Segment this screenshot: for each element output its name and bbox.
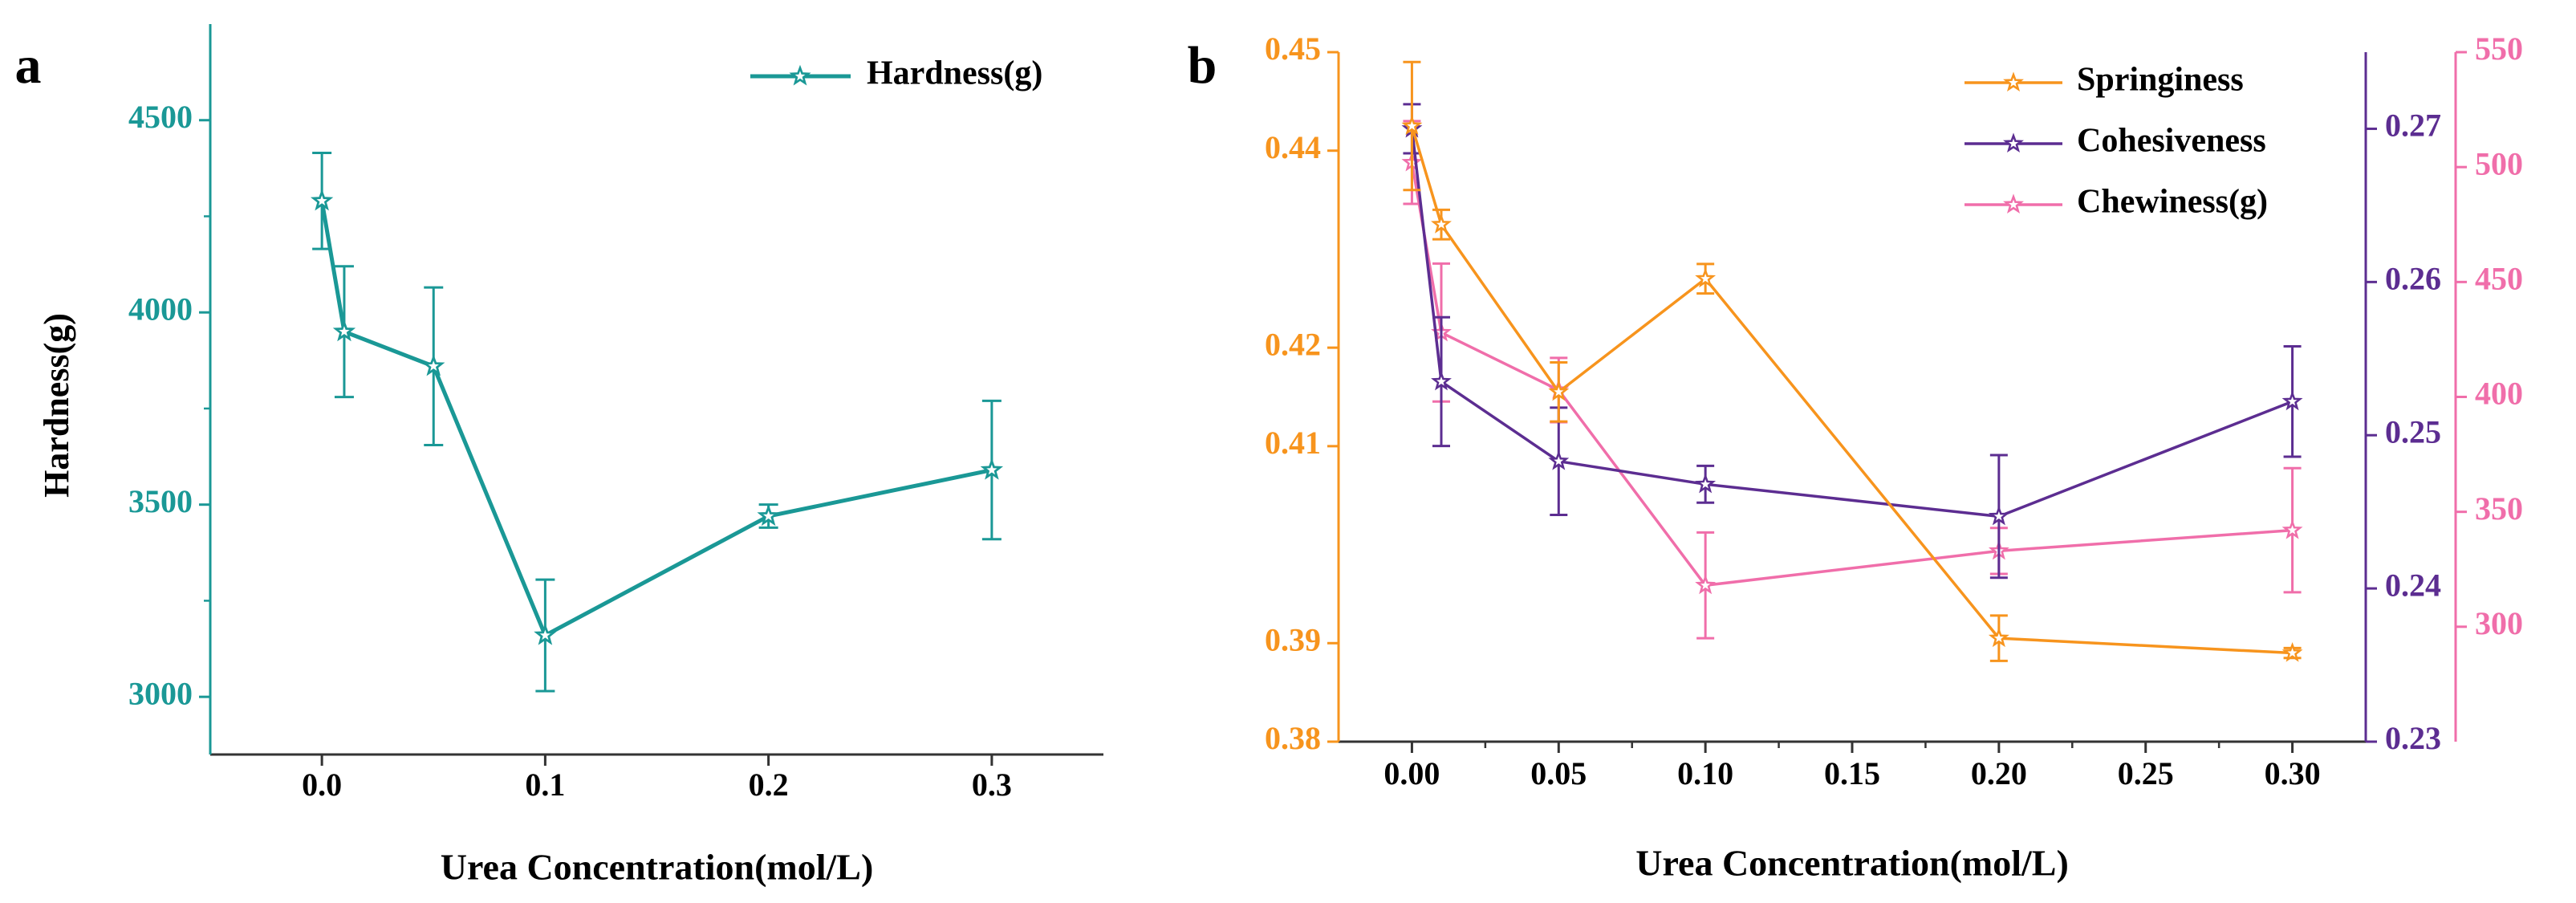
x-tick-label: 0.00 xyxy=(1383,755,1440,791)
x-tick-label: 0.10 xyxy=(1677,755,1733,791)
legend-label-cohesiveness: Cohesiveness xyxy=(2077,123,2266,160)
y-tick-label: 3500 xyxy=(128,483,193,519)
springiness-point xyxy=(1432,215,1450,233)
hardness-point xyxy=(535,625,555,644)
y-right1-tick-label: 0.23 xyxy=(2385,720,2441,756)
cohesiveness-point xyxy=(1990,507,2008,524)
y-left-tick-label: 0.42 xyxy=(1265,326,1321,362)
cohesiveness-point xyxy=(2283,392,2302,409)
x-axis-label: Urea Concentration(mol/L) xyxy=(1635,843,2069,884)
x-tick-label: 0.15 xyxy=(1824,755,1880,791)
legend-marker-chewiness xyxy=(2005,195,2022,213)
cohesiveness-line xyxy=(1410,128,2294,519)
y-left-tick-label: 0.39 xyxy=(1265,621,1321,657)
x-tick-label: 0.20 xyxy=(1971,755,2027,791)
hardness-point xyxy=(424,356,444,375)
y-axis-label: Hardness(g) xyxy=(37,313,76,498)
legend-marker-hardness xyxy=(790,67,810,84)
chewiness-point xyxy=(2283,521,2302,538)
y-left-tick-label: 0.44 xyxy=(1265,129,1321,165)
x-tick-label: 0.2 xyxy=(749,767,789,803)
y-tick-label: 4500 xyxy=(128,99,193,135)
y-right2-tick-label: 400 xyxy=(2475,376,2523,412)
x-tick-label: 0.05 xyxy=(1530,755,1587,791)
panel-label-b: b xyxy=(1188,36,1217,95)
y-right2-tick-label: 550 xyxy=(2475,31,2523,67)
y-right2-tick-label: 500 xyxy=(2475,145,2523,181)
y-left-tick-label: 0.38 xyxy=(1265,720,1321,756)
springiness-line xyxy=(1410,125,2293,655)
panel-b: b 0.00 0.05 0.10 0.15 0.20 0.25 0.30 Urea Concen… xyxy=(1188,31,2523,883)
legend-label-hardness: Hardness(g) xyxy=(867,55,1042,92)
x-tick-label: 0.1 xyxy=(525,767,565,803)
y-right1-tick-label: 0.24 xyxy=(2385,567,2441,603)
y-right2-tick-label: 300 xyxy=(2475,605,2523,641)
y-right1-tick-label: 0.25 xyxy=(2385,413,2441,449)
y-right1-tick-label: 0.26 xyxy=(2385,261,2441,297)
x-tick-label: 0.3 xyxy=(972,767,1012,803)
hardness-point xyxy=(335,321,354,340)
legend-marker-springiness xyxy=(2005,73,2022,91)
legend-label-chewiness: Chewiness(g) xyxy=(2077,184,2268,221)
cohesiveness-point xyxy=(1696,475,1714,492)
x-tick-label: 0.25 xyxy=(2118,755,2174,791)
x-tick-label: 0.30 xyxy=(2265,755,2321,791)
hardness-point xyxy=(982,460,1002,478)
y-right2-tick-label: 450 xyxy=(2475,261,2523,297)
legend-marker-cohesiveness xyxy=(2005,134,2022,152)
panel-label-a: a xyxy=(15,36,42,95)
hardness-line xyxy=(319,200,993,638)
cohesiveness-point xyxy=(1550,452,1568,470)
x-axis-label: Urea Concentration(mol/L) xyxy=(441,847,874,888)
legend-label-springiness: Springiness xyxy=(2077,62,2244,99)
y-left-tick-label: 0.45 xyxy=(1265,31,1321,67)
chewiness-line xyxy=(1410,162,2293,588)
y-right1-tick-label: 0.27 xyxy=(2385,108,2441,144)
y-right2-tick-label: 350 xyxy=(2475,490,2523,527)
y-tick-label: 3000 xyxy=(128,675,193,711)
y-tick-label: 4000 xyxy=(128,291,193,327)
panel-a: a 0.0 0.1 0.2 0.3 Urea Concentration(mol/L) 30… xyxy=(15,24,1103,888)
hardness-point xyxy=(312,191,331,209)
y-left-tick-label: 0.41 xyxy=(1265,425,1321,461)
x-tick-label: 0.0 xyxy=(302,767,342,803)
